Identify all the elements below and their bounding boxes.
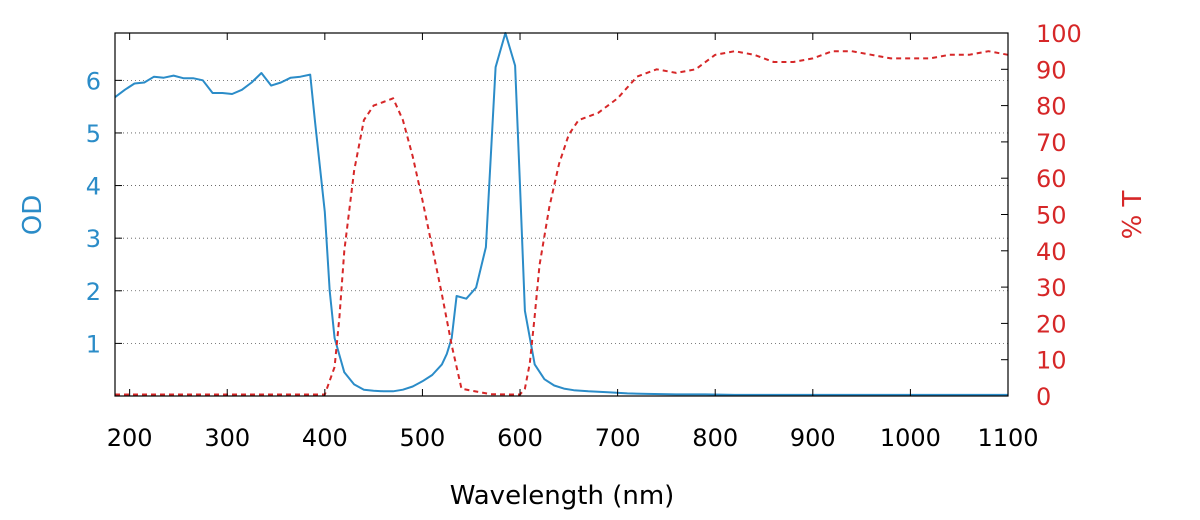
y-left-tick-label: 5 [86, 120, 101, 148]
y-left-tick-label: 1 [86, 330, 101, 358]
tick-marks [115, 32, 1009, 397]
y-right-tick-label: 80 [1036, 93, 1067, 121]
y-left-tick-label: 4 [86, 173, 101, 201]
y-right-tick-label: 20 [1036, 310, 1067, 338]
y-right-tick-label: 40 [1036, 238, 1067, 266]
x-tick-label: 900 [790, 424, 836, 452]
x-tick-label: 1100 [977, 424, 1038, 452]
right-tick-labels: 0 10 20 30 40 50 60 70 80 90 100 [1036, 20, 1082, 411]
x-tick-label: 300 [204, 424, 250, 452]
left-tick-labels: 1 2 3 4 5 6 [86, 67, 101, 358]
x-tick-label: 400 [302, 424, 348, 452]
series-layer [114, 32, 1009, 396]
y-left-tick-label: 2 [86, 278, 101, 306]
transmission-series-line [115, 50, 1009, 396]
grid [115, 79, 1008, 344]
y-left-tick-label: 6 [86, 67, 101, 95]
y-right-tick-label: 70 [1036, 129, 1067, 157]
x-tick-label: 1000 [880, 424, 941, 452]
x-tick-label: 800 [692, 424, 738, 452]
x-axis-title: Wavelength (nm) [450, 481, 675, 511]
y-right-tick-label: 0 [1036, 383, 1051, 411]
x-tick-label: 200 [107, 424, 153, 452]
y-right-tick-label: 60 [1036, 165, 1067, 193]
y-left-tick-label: 3 [86, 225, 101, 253]
y-right-tick-label: 100 [1036, 20, 1082, 48]
right-axis-title: % T [1118, 190, 1148, 239]
x-tick-labels: 200 300 400 500 600 700 800 900 1000 1100 [107, 424, 1039, 452]
y-right-tick-label: 30 [1036, 274, 1067, 302]
y-right-tick-label: 10 [1036, 347, 1067, 375]
x-tick-label: 500 [400, 424, 446, 452]
left-axis-title: OD [18, 195, 48, 236]
plot-frame [114, 32, 1009, 397]
y-right-tick-label: 50 [1036, 202, 1067, 230]
x-tick-label: 700 [595, 424, 641, 452]
y-right-tick-label: 90 [1036, 56, 1067, 84]
od-series-line [114, 32, 1008, 396]
x-tick-label: 600 [497, 424, 543, 452]
